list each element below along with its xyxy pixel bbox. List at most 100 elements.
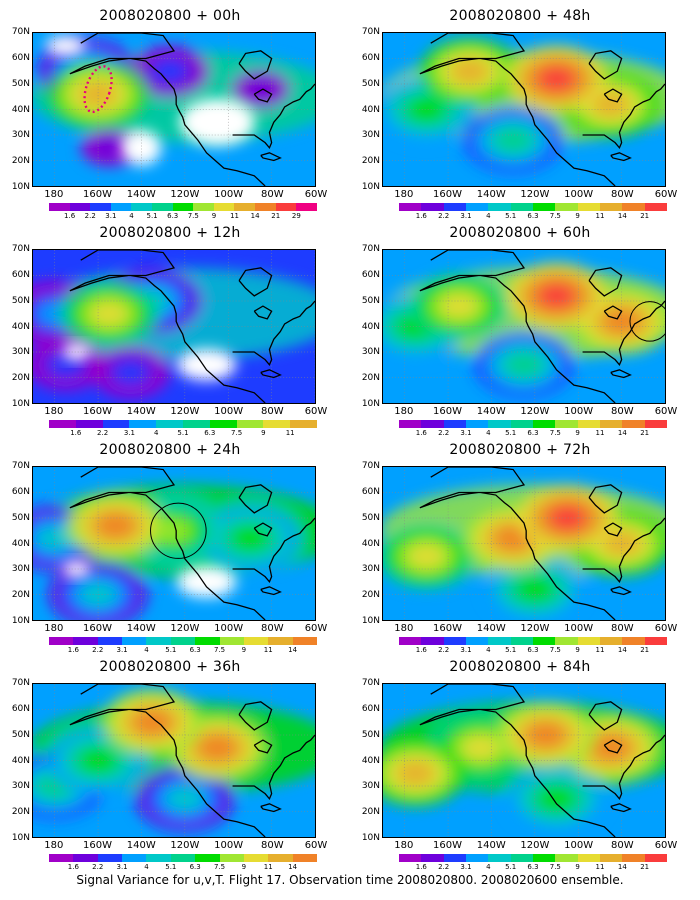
field-blob: [397, 761, 434, 786]
colorbar-swatch: [268, 637, 293, 645]
coastline: [69, 33, 266, 186]
y-tick-label: 60N: [361, 703, 380, 714]
y-tick-label: 70N: [361, 461, 380, 471]
colorbar: [49, 203, 317, 211]
colorbar-swatch: [110, 203, 132, 211]
x-tick-label: 180: [44, 840, 64, 851]
x-tick-label: 120W: [170, 189, 200, 200]
colorbar-label: 6.3: [527, 863, 539, 871]
y-tick-label: 50N: [11, 78, 30, 89]
variance-map: [382, 249, 666, 404]
field-blob: [151, 59, 188, 84]
colorbar-swatch: [49, 420, 76, 428]
x-tick-label: 180: [44, 623, 64, 634]
colorbar-swatch: [465, 854, 489, 862]
colorbar-swatch: [532, 203, 556, 211]
colorbar-label: 9: [575, 212, 580, 220]
coastline: [419, 684, 616, 837]
x-tick-label: 80W: [260, 840, 284, 851]
colorbar: [49, 637, 317, 645]
x-tick-label: 160W: [83, 840, 113, 851]
coastline: [588, 701, 623, 731]
y-tick-label: 70N: [11, 27, 30, 37]
colorbar-swatch: [577, 854, 600, 862]
y-tick-label: 40N: [361, 538, 380, 549]
x-tick-label: 80W: [610, 189, 634, 200]
y-tick-label: 40N: [361, 321, 380, 332]
colorbar-swatch: [510, 420, 533, 428]
coastline: [582, 734, 665, 800]
x-tick-label: 180: [394, 623, 414, 634]
field-blob: [527, 723, 564, 747]
coastline: [588, 267, 623, 297]
coastline: [610, 586, 632, 596]
colorbar-swatch: [243, 854, 269, 862]
colorbar-swatch: [488, 420, 511, 428]
variance-map: [32, 32, 316, 187]
variance-map: [382, 32, 666, 187]
x-tick-label: 180: [44, 189, 64, 200]
y-tick-label: 40N: [11, 104, 30, 115]
colorbar-swatch: [172, 203, 194, 211]
x-tick-label: 140W: [126, 189, 156, 200]
field-blob: [408, 97, 445, 122]
coastline: [232, 300, 315, 366]
x-tick-label: 100W: [214, 623, 244, 634]
y-tick-label: 70N: [361, 678, 380, 688]
field-blob: [408, 544, 445, 569]
x-tick-label: 60W: [304, 406, 328, 417]
y-tick-label: 50N: [361, 512, 380, 523]
x-tick-label: 60W: [654, 189, 678, 200]
y-tick-label: 10N: [11, 616, 30, 626]
colorbar-label: 9: [575, 646, 580, 654]
coastline: [69, 684, 266, 837]
colorbar-swatch: [255, 203, 276, 211]
y-tick-label: 30N: [11, 347, 30, 358]
x-tick-label: 60W: [654, 840, 678, 851]
colorbar-label: 2.2: [84, 212, 96, 220]
colorbar-swatch: [97, 637, 123, 645]
colorbar-swatch: [146, 637, 171, 645]
colorbar-swatch: [421, 637, 444, 645]
y-tick-label: 40N: [11, 321, 30, 332]
colorbar-label: 1.6: [415, 212, 427, 220]
variance-map: [32, 683, 316, 838]
colorbar-label: 9: [241, 863, 247, 871]
low-variance-gap: [45, 35, 86, 56]
colorbar-label: 6.3: [527, 429, 539, 437]
colorbar-swatch: [102, 420, 130, 428]
x-tick-label: 120W: [520, 623, 550, 634]
colorbar: [49, 854, 317, 862]
variance-map: [32, 249, 316, 404]
panel-title: 2008020800 + 12h: [99, 225, 241, 241]
colorbar: [399, 420, 667, 428]
field-blob: [199, 735, 236, 760]
colorbar-label: 1.6: [67, 646, 79, 654]
colorbar-swatch: [488, 637, 511, 645]
low-variance-gap: [176, 565, 237, 598]
y-tick-label: 10N: [361, 616, 380, 626]
colorbar-label: 7.5: [231, 429, 243, 437]
colorbar-label: 21: [640, 212, 650, 220]
field-blob: [506, 352, 542, 377]
colorbar-swatch: [577, 637, 600, 645]
colorbar-label: 5.1: [505, 212, 517, 220]
y-tick-label: 30N: [361, 781, 380, 792]
x-tick-label: 140W: [476, 840, 506, 851]
x-tick-label: 160W: [83, 189, 113, 200]
field-blob: [441, 294, 477, 318]
field-blob: [495, 128, 532, 152]
x-tick-label: 60W: [304, 623, 328, 634]
coastline: [610, 152, 632, 162]
coastline: [253, 522, 273, 537]
coastline: [603, 88, 623, 103]
x-tick-label: 100W: [214, 840, 244, 851]
x-tick-label: 140W: [126, 406, 156, 417]
low-variance-gap: [179, 98, 256, 146]
coastline: [603, 522, 623, 537]
colorbar-swatch: [510, 637, 533, 645]
x-tick-label: 120W: [520, 840, 550, 851]
x-tick-label: 60W: [654, 406, 678, 417]
field-blob: [166, 786, 203, 811]
